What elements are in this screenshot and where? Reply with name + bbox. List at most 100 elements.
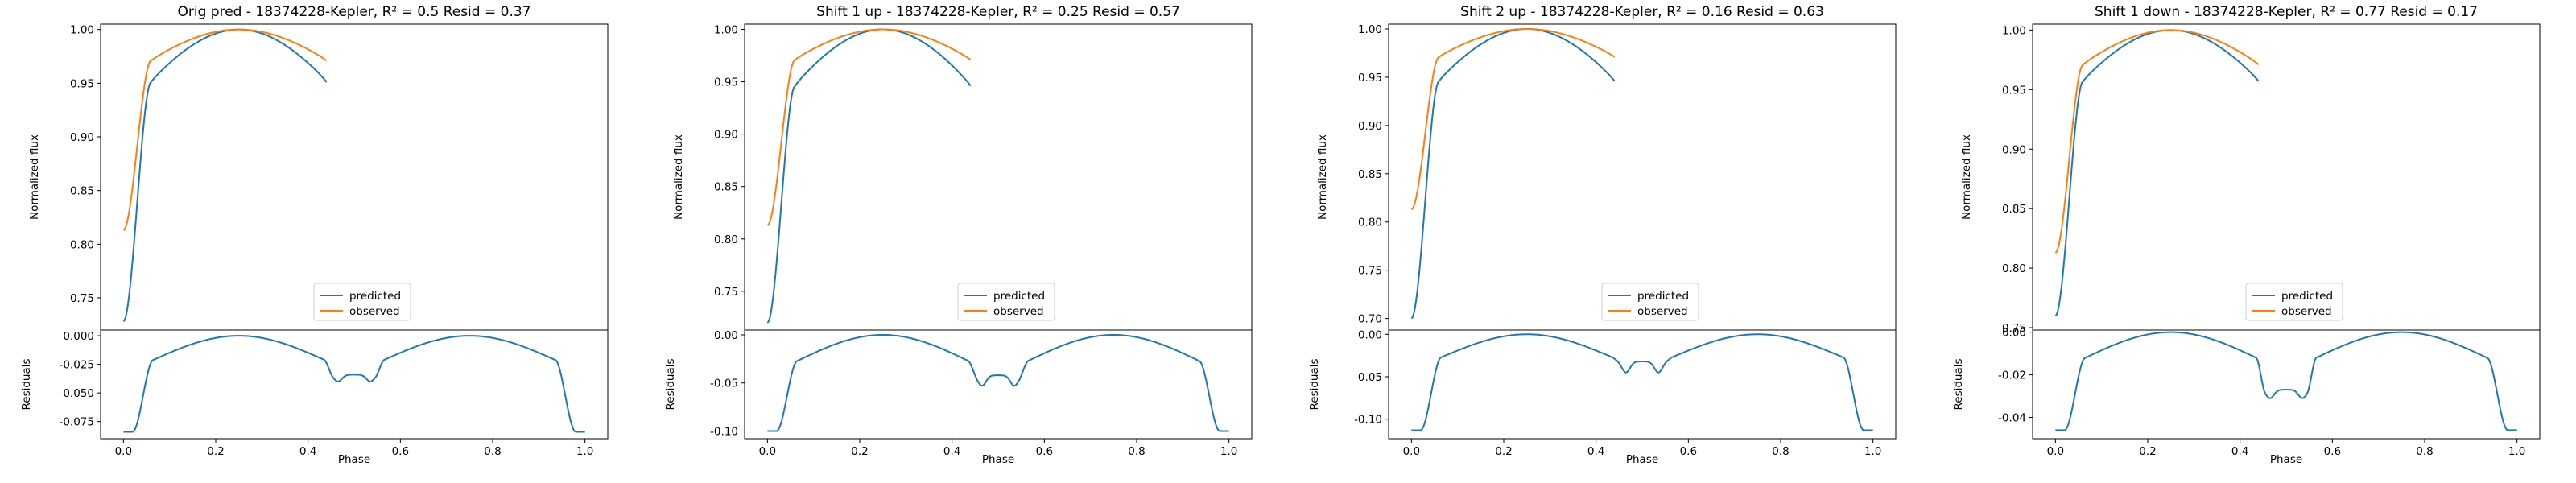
bottom-axes-frame [1388, 329, 1897, 440]
xtick-label: 0.0 [759, 445, 776, 458]
top-ytick-label: 1.00 [2002, 24, 2026, 37]
series-line-observed [766, 28, 972, 226]
xtick-label: 0.4 [299, 445, 316, 458]
top-ytick-label: 0.80 [1358, 217, 1382, 229]
top-y-axis-label: Normalized flux [672, 134, 685, 220]
xtick-label: 0.0 [115, 445, 132, 458]
xtick-label: 0.8 [1128, 445, 1145, 458]
legend-label-predicted: predicted [349, 290, 401, 303]
top-ytick-label: 0.75 [70, 292, 94, 305]
residual-line [767, 333, 1229, 432]
xtick-label: 0.2 [851, 445, 868, 458]
xtick-label: 0.0 [2047, 445, 2064, 458]
xtick-label: 0.6 [2324, 445, 2341, 458]
legend-label-observed: observed [349, 305, 400, 318]
top-ytick-label: 0.85 [70, 185, 94, 198]
top-ytick-label: 1.00 [714, 24, 738, 37]
xtick-label: 0.4 [1587, 445, 1604, 458]
bottom-ytick-label: -0.050 [59, 387, 94, 400]
bottom-ytick-label: 0.00 [714, 329, 738, 342]
series-line-observed [1410, 27, 1616, 210]
top-ytick-label: 0.75 [1358, 265, 1382, 278]
bottom-ytick-label: -0.02 [1998, 369, 2026, 382]
bottom-y-axis-label: Residuals [20, 358, 33, 410]
top-ytick-label: 0.85 [2002, 203, 2026, 216]
bottom-ytick-label: -0.10 [1354, 414, 1382, 427]
legend-label-observed: observed [2281, 305, 2332, 318]
top-y-axis-label: Normalized flux [1316, 134, 1329, 220]
bottom-y-axis-label: Residuals [664, 358, 677, 410]
bottom-ytick-label: 0.000 [63, 330, 94, 343]
xtick-label: 0.6 [1680, 445, 1697, 458]
residual-line [1411, 333, 1873, 431]
bottom-ytick-label: 0.00 [1358, 328, 1382, 341]
legend-label-predicted: predicted [993, 290, 1045, 303]
bottom-ytick-label: 0.00 [2002, 327, 2026, 340]
series-line-predicted [122, 28, 328, 323]
x-axis-label: Phase [2270, 453, 2302, 466]
bottom-y-axis-label: Residuals [1952, 358, 1965, 410]
xtick-label: 0.0 [1403, 445, 1420, 458]
top-ytick-label: 0.80 [714, 233, 738, 246]
legend-label-predicted: predicted [1637, 290, 1689, 303]
x-axis-label: Phase [1626, 453, 1658, 466]
top-ytick-label: 0.95 [2002, 84, 2026, 97]
xtick-label: 1.0 [2508, 445, 2525, 458]
top-y-axis-label: Normalized flux [1960, 134, 1973, 220]
residual-line [123, 335, 585, 433]
x-axis-label: Phase [982, 453, 1014, 466]
xtick-label: 0.2 [2139, 445, 2156, 458]
xtick-label: 0.4 [943, 445, 960, 458]
top-ytick-label: 0.80 [70, 238, 94, 251]
chart-title: Shift 1 up - 18374228-Kepler, R² = 0.25 … [816, 4, 1180, 20]
subplot-1: Orig pred - 18374228-Kepler, R² = 0.5 Re… [20, 4, 609, 466]
chart-title: Orig pred - 18374228-Kepler, R² = 0.5 Re… [178, 4, 531, 20]
residual-line [2055, 331, 2517, 431]
subplot-2: Shift 1 up - 18374228-Kepler, R² = 0.25 … [664, 4, 1253, 466]
bottom-axes-frame [2032, 329, 2541, 440]
bottom-ytick-label: -0.075 [59, 416, 94, 429]
top-ytick-label: 0.95 [70, 77, 94, 90]
top-ytick-label: 0.75 [714, 286, 738, 299]
top-ytick-label: 0.85 [714, 181, 738, 194]
bottom-ytick-label: -0.025 [59, 359, 94, 372]
top-ytick-label: 0.80 [2002, 262, 2026, 275]
top-ytick-label: 0.70 [1358, 313, 1382, 326]
subplot-3: Shift 2 up - 18374228-Kepler, R² = 0.16 … [1308, 4, 1897, 466]
top-ytick-label: 0.85 [1358, 168, 1382, 181]
legend-label-predicted: predicted [2281, 290, 2333, 303]
top-ytick-label: 0.95 [1358, 72, 1382, 85]
xtick-label: 0.8 [2416, 445, 2433, 458]
bottom-ytick-label: -0.05 [1354, 371, 1382, 384]
bottom-y-axis-label: Residuals [1308, 358, 1321, 410]
xtick-label: 0.2 [1495, 445, 1512, 458]
legend-label-observed: observed [1637, 305, 1688, 318]
series-line-observed [2054, 29, 2260, 254]
chart-title: Shift 1 down - 18374228-Kepler, R² = 0.7… [2095, 4, 2478, 20]
subplot-4: Shift 1 down - 18374228-Kepler, R² = 0.7… [1952, 4, 2541, 466]
bottom-axes-frame [100, 329, 609, 440]
top-ytick-label: 1.00 [1358, 23, 1382, 36]
top-ytick-label: 0.95 [714, 76, 738, 89]
bottom-ytick-label: -0.10 [710, 425, 738, 438]
top-ytick-label: 1.00 [70, 24, 94, 37]
xtick-label: 1.0 [576, 445, 593, 458]
xtick-label: 0.6 [392, 445, 409, 458]
top-ytick-label: 0.90 [714, 129, 738, 142]
bottom-axes-frame [744, 329, 1253, 440]
xtick-label: 1.0 [1220, 445, 1237, 458]
chart-title: Shift 2 up - 18374228-Kepler, R² = 0.16 … [1460, 4, 1824, 20]
x-axis-label: Phase [338, 453, 370, 466]
top-ytick-label: 0.90 [2002, 143, 2026, 156]
xtick-label: 0.8 [1772, 445, 1789, 458]
xtick-label: 0.6 [1036, 445, 1053, 458]
series-line-predicted [1410, 27, 1616, 320]
xtick-label: 0.4 [2231, 445, 2248, 458]
series-line-predicted [2054, 29, 2260, 316]
xtick-label: 1.0 [1864, 445, 1881, 458]
top-y-axis-label: Normalized flux [28, 134, 41, 220]
series-line-observed [122, 28, 328, 231]
top-ytick-label: 0.90 [1358, 120, 1382, 133]
bottom-ytick-label: -0.05 [710, 378, 738, 390]
